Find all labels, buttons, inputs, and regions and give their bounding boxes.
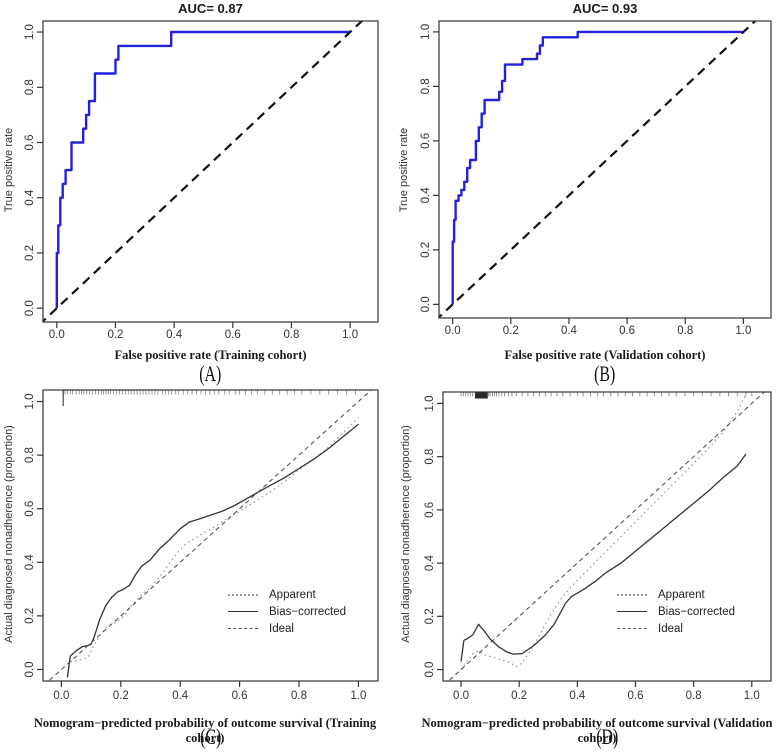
- x-axis-label: False positive rate (Validation cohort): [504, 348, 706, 362]
- legend: Apparent Bias−corrected Ideal: [228, 586, 346, 637]
- legend-label: Apparent: [269, 588, 316, 601]
- roc-training-chart: 0.0 0.2 0.4 0.6 0.8 1.0 0.0 0.2 0.4 0.6 0.8 1.0: [24, 20, 379, 341]
- dotted-line-sample: [228, 593, 258, 596]
- svg-text:0.8: 0.8: [283, 329, 299, 341]
- svg-text:1.0: 1.0: [342, 329, 358, 341]
- legend-item-bias-corrected: Bias−corrected: [228, 603, 346, 620]
- svg-text:0.6: 0.6: [627, 690, 643, 702]
- svg-text:0.8: 0.8: [420, 78, 432, 94]
- svg-text:0.6: 0.6: [225, 329, 241, 341]
- svg-text:0.2: 0.2: [24, 608, 36, 624]
- svg-text:0.6: 0.6: [424, 502, 436, 518]
- svg-text:1.0: 1.0: [24, 24, 36, 40]
- solid-line-sample: [228, 611, 258, 612]
- svg-text:0.2: 0.2: [113, 690, 129, 702]
- svg-text:0.6: 0.6: [420, 133, 432, 149]
- svg-text:0.8: 0.8: [24, 79, 36, 95]
- legend-item-ideal: Ideal: [228, 620, 346, 637]
- svg-text:1.0: 1.0: [744, 690, 760, 702]
- svg-text:0.0: 0.0: [445, 325, 461, 337]
- svg-text:0.0: 0.0: [453, 690, 469, 702]
- svg-text:0.0: 0.0: [24, 661, 36, 677]
- solid-line-sample: [617, 611, 647, 612]
- svg-text:0.4: 0.4: [569, 690, 586, 702]
- panel-letter-b: (B): [594, 361, 616, 386]
- svg-text:0.4: 0.4: [424, 555, 436, 572]
- svg-text:0.8: 0.8: [677, 325, 693, 337]
- legend-label: Apparent: [658, 588, 705, 601]
- svg-text:0.2: 0.2: [511, 690, 527, 702]
- panel-roc-training: 0.0 0.2 0.4 0.6 0.8 1.0 0.0 0.2 0.4 0.6 0.8 1.0 AUC…: [0, 0, 389, 388]
- panel-calibration-validation: 0.0 0.2 0.4 0.6 0.8 1.0 0.0 0.2 0.4 0.6 0.8 1.0 Act…: [389, 388, 777, 753]
- svg-text:1.0: 1.0: [350, 690, 366, 702]
- x-axis-label: Nomogram−predicted probability of outcom…: [33, 716, 377, 745]
- legend-item-apparent: Apparent: [228, 586, 346, 603]
- chart-title-auc-training: AUC= 0.87: [178, 1, 243, 16]
- y-axis-label: True positive rate: [3, 127, 15, 213]
- panel-calibration-training: 0.0 0.2 0.4 0.6 0.8 1.0 0.0 0.2 0.4 0.6 0.8 1.0 Act…: [0, 388, 389, 753]
- svg-text:0.6: 0.6: [24, 501, 36, 517]
- chart-title-auc-validation: AUC= 0.93: [572, 1, 638, 16]
- svg-text:0.2: 0.2: [424, 608, 436, 624]
- svg-text:0.4: 0.4: [166, 329, 183, 341]
- legend-label: Bias−corrected: [269, 605, 347, 618]
- legend-item-bias-corrected: Bias−corrected: [617, 603, 735, 620]
- dotted-line-sample: [617, 593, 647, 596]
- svg-text:0.4: 0.4: [561, 325, 578, 337]
- x-axis-label: False positive rate (Training cohort): [114, 348, 307, 362]
- svg-text:0.6: 0.6: [232, 690, 248, 702]
- legend-label: Ideal: [269, 622, 294, 635]
- legend: Apparent Bias−corrected Ideal: [617, 586, 735, 637]
- svg-text:0.0: 0.0: [24, 300, 36, 316]
- dashed-line-sample: [228, 628, 258, 629]
- svg-text:0.4: 0.4: [24, 189, 36, 206]
- x-axis-label: Nomogram−predicted probability of outcom…: [421, 716, 773, 745]
- legend-item-apparent: Apparent: [617, 586, 735, 603]
- svg-text:0.8: 0.8: [686, 690, 702, 702]
- calibration-training-chart: 0.0 0.2 0.4 0.6 0.8 1.0 0.0 0.2 0.4 0.6 0.8 1.0: [24, 389, 379, 702]
- y-axis-label: Actual diagnosed nonadherence (proportio…: [400, 425, 412, 643]
- y-axis-label: Actual diagnosed nonadherence (proportio…: [3, 425, 15, 643]
- svg-text:0.2: 0.2: [107, 329, 123, 341]
- svg-text:1.0: 1.0: [735, 325, 751, 337]
- panel-letter-a: (A): [199, 361, 222, 386]
- svg-text:0.2: 0.2: [420, 242, 432, 258]
- legend-label: Ideal: [658, 622, 683, 635]
- svg-text:1.0: 1.0: [420, 24, 432, 40]
- svg-text:0.6: 0.6: [24, 135, 36, 151]
- svg-text:0.4: 0.4: [172, 690, 189, 702]
- svg-text:0.2: 0.2: [24, 245, 36, 261]
- svg-text:0.8: 0.8: [424, 449, 436, 465]
- svg-text:0.6: 0.6: [619, 325, 635, 337]
- svg-text:0.8: 0.8: [291, 690, 307, 702]
- roc-validation-chart: 0.0 0.2 0.4 0.6 0.8 1.0 0.0 0.2 0.4 0.6 0.8 1.0: [420, 20, 772, 337]
- svg-text:0.2: 0.2: [503, 325, 519, 337]
- legend-item-ideal: Ideal: [617, 620, 735, 637]
- dashed-line-sample: [617, 628, 647, 629]
- panel-letter-c: (C): [199, 724, 222, 749]
- svg-text:1.0: 1.0: [424, 395, 436, 411]
- panel-letter-d: (D): [595, 724, 618, 749]
- svg-text:0.0: 0.0: [420, 296, 432, 312]
- svg-text:0.4: 0.4: [24, 554, 36, 571]
- y-axis-label: True positive rate: [398, 127, 410, 213]
- svg-text:0.4: 0.4: [420, 187, 432, 204]
- panel-roc-validation: 0.0 0.2 0.4 0.6 0.8 1.0 0.0 0.2 0.4 0.6 0.8 1.0 AUC…: [389, 0, 777, 388]
- calibration-validation-chart: 0.0 0.2 0.4 0.6 0.8 1.0 0.0 0.2 0.4 0.6 0.8 1.0: [424, 391, 772, 702]
- svg-text:0.8: 0.8: [24, 447, 36, 463]
- svg-text:0.0: 0.0: [53, 690, 69, 702]
- legend-label: Bias−corrected: [658, 605, 736, 618]
- svg-text:0.0: 0.0: [49, 329, 65, 341]
- svg-text:1.0: 1.0: [24, 394, 36, 410]
- svg-text:0.0: 0.0: [424, 662, 436, 678]
